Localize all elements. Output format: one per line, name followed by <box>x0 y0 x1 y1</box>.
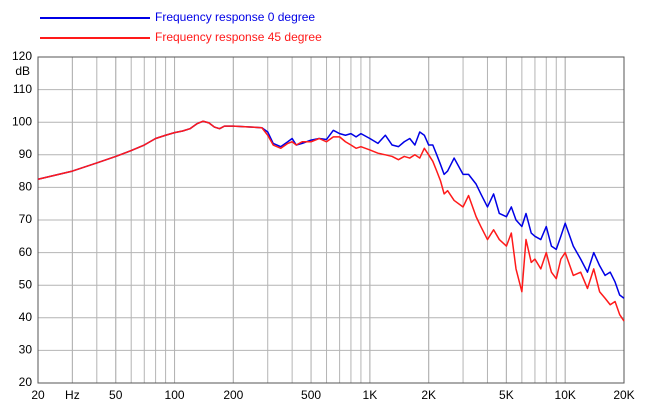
y-tick-label: 50 <box>19 277 33 291</box>
x-tick-label: 50 <box>109 388 123 402</box>
y-tick-label: 120 <box>12 49 32 63</box>
x-tick-label: 1K <box>363 388 378 402</box>
plot-frame <box>37 56 625 384</box>
legend-label: Frequency response 45 degree <box>155 30 322 44</box>
x-tick-label: 5K <box>499 388 514 402</box>
y-tick-label: 70 <box>19 212 33 226</box>
x-tick-label: 500 <box>301 388 321 402</box>
y-tick-label: 30 <box>19 343 33 357</box>
y-tick-label: 60 <box>19 245 33 259</box>
x-tick-label: 100 <box>165 388 185 402</box>
legend-label: Frequency response 0 degree <box>155 10 315 24</box>
y-tick-label: 80 <box>19 180 33 194</box>
x-tick-label: 2K <box>421 388 436 402</box>
y-tick-label: 100 <box>12 114 32 128</box>
x-tick-label: 200 <box>223 388 243 402</box>
y-axis-label: dB <box>15 64 30 78</box>
y-tick-label: 40 <box>19 310 33 324</box>
series-line <box>37 120 625 322</box>
x-tick-label: 20 <box>31 388 45 402</box>
x-tick-label: 10K <box>555 388 576 402</box>
y-tick-label: 90 <box>19 147 33 161</box>
x-tick-label: Hz <box>65 388 80 402</box>
y-tick-label: 110 <box>13 82 32 96</box>
x-tick-label: 20K <box>613 388 634 402</box>
y-tick-label: 20 <box>19 375 33 389</box>
